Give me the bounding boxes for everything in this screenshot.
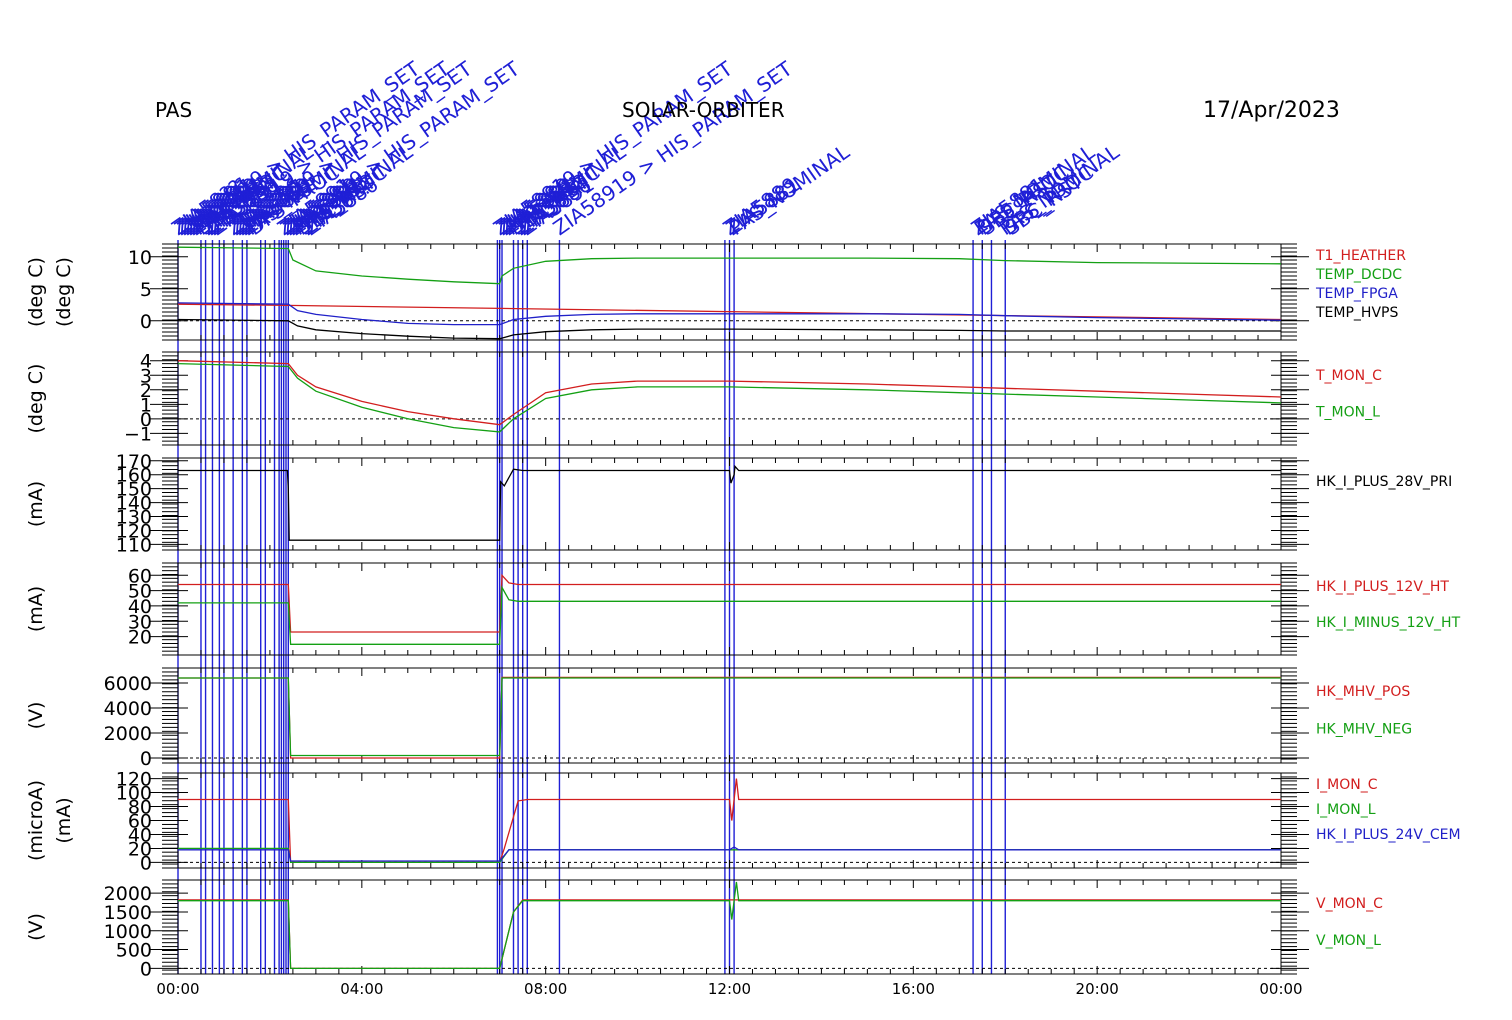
legend-label: HK_I_PLUS_24V_CEM [1316, 827, 1461, 843]
mission-title: SOLAR-ORBITER [622, 98, 785, 122]
y-axis-label: (mA) [25, 481, 47, 527]
y-tick-label: 150 [116, 479, 152, 501]
y-tick-label: 1 [140, 394, 152, 416]
y-axis-label: (V) [25, 913, 47, 941]
y-tick-label: 40 [128, 824, 152, 846]
legend-label: HK_MHV_NEG [1316, 722, 1412, 738]
legend-label: T_MON_C [1315, 368, 1382, 384]
legend-label: V_MON_C [1316, 896, 1383, 912]
x-tick-label: 00:00 [156, 980, 199, 998]
y-tick-label: 20 [128, 627, 152, 649]
y-tick-label: 60 [128, 811, 152, 833]
legend-label: HK_I_PLUS_12V_HT [1316, 579, 1449, 595]
y-tick-label: 2000 [104, 723, 152, 745]
y-tick-label: 160 [116, 465, 152, 487]
y-tick-label: 3 [140, 365, 152, 387]
series-line-hk_i_plus_28v_pri [178, 464, 1281, 541]
legend-label: TEMP_FPGA [1315, 286, 1398, 302]
y-tick-label: 30 [128, 611, 152, 633]
series-line-temp_hvps [177, 318, 1281, 340]
x-tick-label: 00:00 [1259, 980, 1302, 998]
legend-label: T_MON_L [1315, 405, 1380, 421]
y-tick-label: 120 [116, 520, 152, 542]
legend-label: T1_HEATHER [1315, 248, 1406, 264]
x-tick-label: 16:00 [892, 980, 935, 998]
y-tick-label: 5 [140, 279, 152, 301]
y-tick-label: 0 [140, 748, 152, 770]
instrument-label: PAS [155, 98, 192, 122]
y-tick-label: 0 [140, 311, 152, 333]
panel-1: 10 5 0 (deg C) (deg C) T1_HEATHER TEMP_DCDC TEM… [25, 243, 1406, 341]
y-tick-label: 2000 [104, 883, 152, 905]
y-tick-label: 10 [128, 247, 152, 269]
y-axis-label: (deg C) [25, 257, 47, 327]
legend-label: I_MON_C [1316, 777, 1378, 793]
y-tick-label: 100 [116, 783, 152, 805]
panel-5: 6000 4000 2000 0 (V) HK_MHV_POS HK_MHV_NEG [25, 667, 1412, 770]
y-tick-label: 2 [140, 380, 152, 402]
series-line-hk_i_minus_12v_ht [178, 585, 1281, 645]
series-line-i_mon_c [178, 778, 1281, 864]
legend-label: I_MON_L [1316, 802, 1376, 818]
y-tick-label: 1500 [104, 902, 152, 924]
y-tick-label: 4000 [104, 698, 152, 720]
x-tick-label: 20:00 [1076, 980, 1119, 998]
y-tick-label: 0 [140, 958, 152, 980]
series-line-temp_fpga [177, 302, 1282, 326]
x-tick-label: 04:00 [340, 980, 383, 998]
y-tick-label: 1000 [104, 921, 152, 943]
y-tick-label: 40 [128, 596, 152, 618]
y-tick-label: 50 [128, 581, 152, 603]
y-tick-label: 130 [116, 507, 152, 529]
y-axis-label-2: (deg C) [53, 257, 75, 327]
y-axis-label: (microA) [25, 780, 47, 861]
y-axis-label: (V) [25, 702, 47, 730]
series-line-hk_i_plus_24v_cem [178, 846, 1281, 862]
series-line-t_mon_l [177, 362, 1282, 433]
y-axis-label: (deg C) [25, 364, 47, 434]
y-tick-label: −1 [124, 423, 152, 445]
y-tick-label: 110 [116, 534, 152, 556]
event-label: PAS_NOMINAL [725, 139, 855, 240]
y-tick-label: 4 [140, 351, 152, 373]
y-tick-label: 0 [140, 852, 152, 874]
series-line-hk_mhv_neg [178, 677, 1281, 757]
series-line-v_mon_l [178, 881, 1281, 970]
legend-label: HK_MHV_POS [1316, 684, 1410, 700]
series-line-temp_dcdc [177, 246, 1282, 285]
y-tick-label: 120 [116, 769, 152, 791]
legend-label: TEMP_DCDC [1315, 267, 1402, 283]
time-axis: 00:00 04:00 08:00 12:00 16:00 20:00 00:00 [156, 980, 1302, 998]
y-tick-label: 140 [116, 493, 152, 515]
x-tick-label: 12:00 [708, 980, 751, 998]
x-tick-label: 08:00 [524, 980, 567, 998]
y-axis-label-2: (mA) [53, 797, 75, 843]
y-tick-label: 0 [140, 409, 152, 431]
legend-label: V_MON_L [1316, 933, 1381, 949]
y-tick-label: 20 [128, 838, 152, 860]
y-tick-label: 80 [128, 797, 152, 819]
date-label: 17/Apr/2023 [1203, 98, 1340, 123]
y-axis-label: (mA) [25, 586, 47, 632]
y-tick-label: 500 [116, 940, 152, 962]
legend-label: TEMP_HVPS [1315, 305, 1398, 321]
y-tick-label: 60 [128, 565, 152, 587]
y-tick-label: 170 [116, 451, 152, 473]
legend-label: HK_I_MINUS_12V_HT [1316, 615, 1461, 631]
series-line-t_mon_c [177, 360, 1282, 426]
y-tick-label: 6000 [104, 673, 152, 695]
legend-label: HK_I_PLUS_28V_PRI [1316, 474, 1452, 490]
